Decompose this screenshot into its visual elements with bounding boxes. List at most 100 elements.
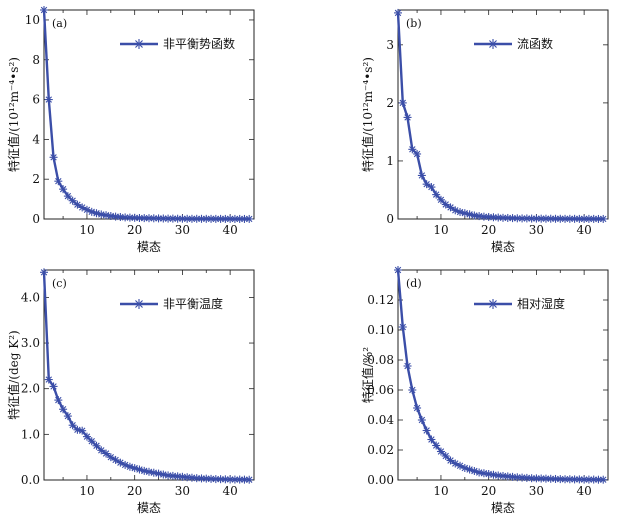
data-point [92, 209, 101, 218]
data-point [40, 6, 48, 14]
y-tick-label: 3 [386, 38, 394, 52]
y-tick-label: 4.0 [21, 290, 40, 304]
legend-marker [134, 39, 144, 49]
data-point [111, 455, 120, 464]
y-tick-label: 0.0 [21, 473, 40, 487]
data-point [422, 180, 431, 189]
y-tick-label: 0.12 [367, 293, 394, 307]
y-tick-label: 1.0 [21, 427, 40, 441]
y-tick-label: 0.04 [367, 413, 394, 427]
data-point [230, 475, 239, 484]
legend-marker [488, 299, 498, 309]
data-point [398, 323, 407, 331]
data-point [503, 213, 512, 222]
data-point [87, 437, 96, 446]
data-point [446, 203, 455, 212]
data-point [460, 209, 469, 218]
plot-frame [43, 269, 255, 481]
legend-label: 相对湿度 [517, 296, 565, 311]
y-tick-label: 0 [386, 212, 394, 226]
panel-tag: (d) [406, 277, 422, 290]
data-point [417, 416, 426, 424]
x-tick-label: 30 [175, 484, 190, 498]
legend-label: 流函数 [517, 36, 553, 51]
data-point [63, 192, 72, 201]
data-point [599, 214, 608, 223]
y-tick-label: 0.00 [367, 473, 394, 487]
data-point [63, 412, 72, 421]
x-tick-label: 20 [127, 223, 142, 237]
data-point [154, 469, 163, 478]
x-axis-title: 模态 [137, 240, 161, 254]
series-line [396, 269, 604, 481]
data-point [245, 475, 254, 484]
legend: 非平衡温度 [120, 296, 223, 311]
data-point [178, 214, 187, 223]
data-point [68, 196, 77, 205]
data-point [49, 382, 58, 391]
plot-frame [397, 269, 609, 481]
data-point [436, 447, 445, 456]
y-tick-label: 0.06 [367, 383, 394, 397]
x-tick-label: 10 [79, 484, 94, 498]
data-point [54, 177, 63, 186]
data-point [394, 266, 402, 274]
data-point [427, 435, 436, 444]
y-tick-label: 4 [32, 132, 40, 146]
data-point [408, 386, 417, 394]
x-tick-label: 20 [481, 484, 496, 498]
x-tick-label: 40 [222, 223, 237, 237]
x-tick-label: 20 [127, 484, 142, 498]
legend: 非平衡势函数 [120, 36, 235, 51]
panel-tag: (c) [52, 277, 67, 290]
y-axis-title: 特征值/(10¹²m⁻⁴•s²) [6, 57, 21, 172]
data-point [432, 190, 441, 199]
chart-panel-b: 10 20 30 40 0 1 2 3 (b) 模态 特征值/(10¹²m⁻⁴•s²) 流函数 [360, 8, 609, 254]
legend-marker [488, 39, 498, 49]
data-point [44, 95, 53, 104]
legend-marker [134, 299, 144, 309]
data-point [149, 468, 158, 477]
data-point [422, 426, 431, 435]
legend-label: 非平衡势函数 [163, 36, 235, 51]
data-point [599, 475, 608, 484]
data-point [513, 214, 522, 223]
data-point [403, 113, 412, 122]
x-axis-title: 模态 [491, 240, 515, 254]
data-point [192, 214, 201, 223]
data-point [235, 475, 244, 484]
data-point [97, 446, 106, 455]
x-tick-label: 40 [222, 484, 237, 498]
data-point [159, 470, 168, 479]
data-point [78, 426, 87, 435]
x-axis-title: 模态 [137, 501, 161, 515]
data-point [216, 214, 225, 223]
data-point [240, 475, 249, 484]
data-point [59, 185, 68, 194]
data-point [398, 98, 407, 107]
y-tick-label: 0.08 [367, 353, 394, 367]
panel-tag: (a) [52, 17, 67, 30]
data-point [561, 214, 570, 223]
x-tick-label: 40 [576, 223, 591, 237]
data-point [441, 200, 450, 209]
data-point [44, 375, 53, 384]
data-point [211, 475, 220, 484]
y-tick-label: 10 [25, 13, 40, 27]
data-point [427, 183, 436, 192]
data-point [413, 149, 422, 158]
y-axis-title: 特征值/%² [360, 347, 375, 403]
legend-label: 非平衡温度 [163, 296, 223, 311]
data-point [403, 362, 412, 370]
x-tick-label: 10 [79, 223, 94, 237]
y-tick-label: 3.0 [21, 336, 40, 350]
x-tick-label: 10 [433, 484, 448, 498]
x-tick-label: 30 [529, 223, 544, 237]
data-point [145, 467, 153, 476]
data-point [230, 214, 239, 223]
chart-panel-d: 10 20 30 40 0.00 0.02 0.04 0.06 0.08 0.10 0.12 (d) 模… [360, 266, 609, 515]
data-point [456, 208, 465, 217]
plot-frame [397, 9, 609, 220]
chart-panel-a: 10 20 30 40 0 2 4 6 8 10 (a) 模态 特征值/(10¹²m⁻⁴•s²) 非平衡势… [6, 6, 255, 254]
